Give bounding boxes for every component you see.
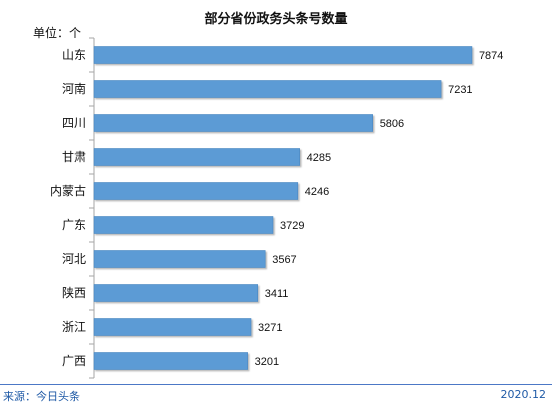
bar-河北 [93, 250, 266, 268]
bar-广西 [93, 352, 248, 370]
bar-浙江 [93, 318, 252, 336]
category-label: 甘肃 [62, 150, 86, 164]
bar-四川 [93, 114, 373, 132]
chart-title: 部分省份政务头条号数量 [204, 12, 348, 27]
date-note: 2020.12 [500, 388, 547, 401]
category-label: 陕西 [62, 285, 86, 300]
category-label: 山东 [62, 48, 86, 62]
data-label: 4285 [307, 152, 331, 164]
bar-陕西 [93, 284, 259, 302]
bar-山东 [93, 46, 473, 64]
unit-label: 单位：个 [33, 26, 82, 40]
category-label: 河南 [62, 81, 86, 96]
category-label: 河北 [62, 252, 86, 266]
category-label: 四川 [62, 116, 86, 130]
data-label: 3567 [272, 254, 296, 266]
footer-divider [0, 384, 552, 385]
data-label: 7874 [479, 50, 503, 62]
category-label: 广西 [62, 354, 86, 368]
data-label: 3201 [255, 356, 279, 368]
category-label: 浙江 [62, 320, 86, 334]
category-label: 广东 [62, 218, 86, 232]
bar-河南 [93, 80, 442, 98]
data-label: 5806 [380, 118, 404, 130]
data-label: 7231 [448, 84, 472, 96]
data-label: 3271 [258, 322, 282, 334]
bar-甘肃 [93, 148, 300, 166]
bar-内蒙古 [93, 182, 299, 200]
bar-chart: 山东 7874 河南 7231 四川 5806 甘肃 4285 内蒙古 4246 广东 3729 河北 3… [50, 37, 503, 379]
category-label: 内蒙古 [50, 183, 86, 198]
source-note: 来源：今日头条 [3, 390, 80, 403]
data-label: 3411 [265, 288, 289, 300]
data-label: 3729 [280, 220, 304, 232]
bar-广东 [93, 216, 274, 234]
data-label: 4246 [305, 186, 329, 198]
